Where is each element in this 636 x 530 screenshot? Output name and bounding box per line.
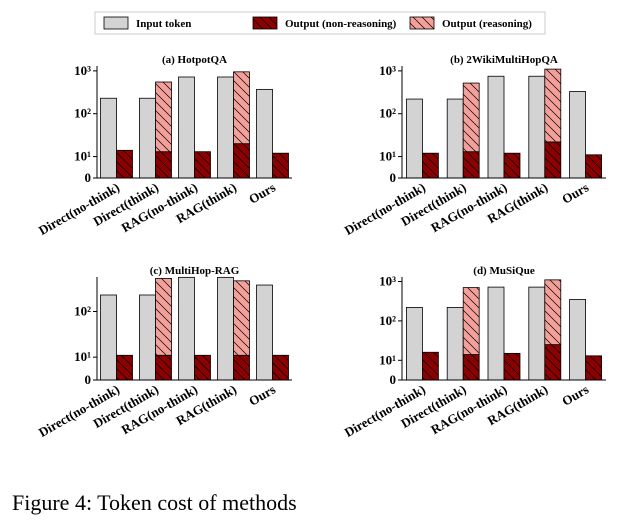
bar: [569, 299, 586, 381]
bar: [272, 354, 289, 381]
axes-frame: [401, 277, 606, 381]
bar: [233, 280, 250, 356]
bar: [256, 284, 273, 381]
bar: [544, 68, 562, 143]
bar: [155, 151, 172, 179]
legend-label: Output (reasoning): [442, 18, 532, 30]
y-tick-label: 10¹: [74, 149, 91, 164]
bar: [421, 351, 439, 381]
bar: [217, 76, 234, 179]
chart-title: (d) MuSiQue: [473, 265, 535, 277]
bar: [100, 97, 117, 179]
x-tick-label: Ours: [559, 382, 591, 409]
bar: [155, 278, 172, 356]
bar: [194, 151, 211, 179]
axes-frame: [401, 66, 606, 179]
bar: [528, 75, 546, 179]
bar: [155, 354, 172, 381]
y-tick-label: 10¹: [379, 149, 396, 164]
bar: [544, 344, 562, 381]
chart-title: (b) 2WikiMultiHopQA: [450, 54, 558, 66]
y-tick-label: 0: [390, 170, 397, 185]
figure: (a) HotpotQA010¹10²10³Direct(no-think)Di…: [36, 11, 606, 440]
y-tick-label: 10³: [379, 273, 396, 288]
bar: [100, 294, 117, 381]
bar: [155, 81, 172, 153]
bar: [178, 276, 195, 381]
bar: [194, 354, 211, 381]
axes-frame: [96, 66, 292, 179]
bar: [503, 152, 521, 179]
bar: [585, 154, 602, 179]
chart-title: (c) MultiHop-RAG: [150, 265, 240, 277]
bar: [139, 294, 156, 381]
chart-title: (a) HotpotQA: [162, 54, 227, 66]
bar: [233, 71, 250, 145]
bar: [544, 279, 562, 346]
bar: [503, 352, 521, 381]
x-tick-label: Ours: [246, 382, 278, 409]
caption: Figure 4: Token cost of methods: [12, 490, 297, 515]
y-tick-label: 10¹: [74, 349, 91, 364]
y-tick-label: 0: [390, 372, 397, 387]
bar: [446, 98, 464, 179]
legend-label: Output (non-reasoning): [285, 18, 397, 30]
bar: [405, 98, 423, 179]
bar: [139, 97, 156, 179]
bar: [421, 152, 439, 179]
x-tick-label: Ours: [246, 180, 278, 207]
x-tick-label: Ours: [559, 180, 591, 207]
bar: [462, 82, 480, 153]
y-tick-label: 10²: [379, 106, 396, 121]
legend-swatch: [252, 16, 278, 30]
y-tick-label: 0: [85, 170, 92, 185]
bar: [528, 286, 546, 381]
legend-swatch: [103, 16, 129, 30]
bar: [217, 276, 234, 381]
bar: [233, 354, 250, 381]
y-tick-label: 10²: [74, 106, 91, 121]
y-tick-label: 10³: [74, 63, 91, 78]
bar: [462, 354, 480, 381]
bar: [487, 286, 505, 381]
bar: [233, 143, 250, 179]
bar: [487, 75, 505, 179]
bar: [272, 152, 289, 179]
legend-label: Input token: [136, 18, 191, 30]
y-tick-label: 10²: [74, 304, 91, 319]
bar: [256, 88, 273, 179]
legend-swatch: [409, 16, 435, 30]
bar: [116, 149, 133, 179]
bar: [544, 141, 562, 179]
bar: [446, 307, 464, 381]
axes-frame: [96, 277, 292, 381]
bar: [178, 76, 195, 179]
bar: [462, 287, 480, 355]
bar: [462, 151, 480, 179]
y-tick-label: 0: [85, 372, 92, 387]
bar: [405, 307, 423, 381]
y-tick-label: 10¹: [379, 352, 396, 367]
bar: [569, 91, 586, 179]
y-tick-label: 10²: [379, 313, 396, 328]
y-tick-label: 10³: [379, 63, 396, 78]
bar: [585, 355, 602, 381]
bar: [116, 354, 133, 381]
